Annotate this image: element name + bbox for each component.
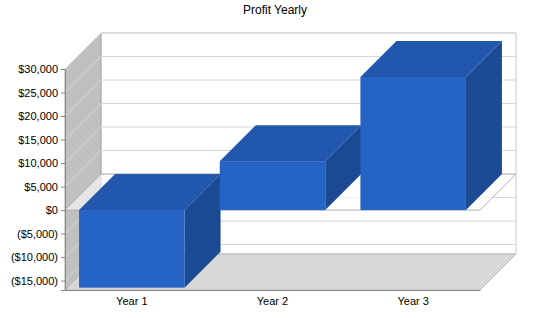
tick: Year 1	[116, 290, 147, 307]
tick-mark	[61, 257, 65, 258]
bar	[220, 161, 326, 210]
tick-label: Year 2	[257, 295, 288, 307]
tick: ($10,000)	[11, 251, 65, 263]
tick-mark	[61, 281, 65, 282]
tick: $15,000	[18, 134, 65, 146]
tick-label: $15,000	[18, 134, 58, 146]
axis-line	[61, 70, 66, 291]
tick-label: Year 3	[397, 295, 428, 307]
tick: $10,000	[18, 157, 65, 169]
tick-label: Year 1	[116, 295, 147, 307]
bars	[79, 41, 502, 288]
walls	[65, 33, 516, 290]
tick: ($15,000)	[11, 275, 65, 287]
tick-mark	[61, 210, 65, 211]
tick: Year 2	[257, 290, 288, 307]
tick: $25,000	[18, 87, 65, 99]
tick: $20,000	[18, 110, 65, 122]
tick: Year 3	[397, 290, 428, 307]
tick-label: ($5,000)	[17, 228, 58, 240]
tick-mark	[61, 116, 65, 117]
tick-label: $0	[46, 204, 58, 216]
bar-group	[360, 41, 502, 210]
tick-label: $10,000	[18, 157, 58, 169]
tick: $30,000	[18, 63, 65, 75]
tick-label: ($10,000)	[11, 251, 58, 263]
tick: $5,000	[24, 181, 65, 193]
bar	[79, 210, 185, 288]
bar-top	[220, 125, 362, 161]
tick-mark	[61, 69, 65, 70]
tick-label: ($15,000)	[11, 275, 58, 287]
x-axis: Year 1 Year 2 Year 3	[66, 290, 481, 307]
title: Profit Yearly	[243, 3, 307, 17]
tick-mark	[61, 163, 65, 164]
bar	[360, 77, 466, 210]
tick: $0	[46, 204, 65, 216]
bar-group	[220, 125, 362, 210]
tick-mark	[61, 234, 65, 235]
tick-label: $20,000	[18, 110, 58, 122]
tick-label: $25,000	[18, 87, 58, 99]
bar-top	[79, 174, 221, 210]
y-axis: ($15,000) ($10,000) ($5,000) $0 $5,000 $10,00…	[11, 63, 66, 290]
tick-label: $5,000	[24, 181, 58, 193]
tick-mark	[61, 140, 65, 141]
bar-top	[360, 41, 502, 77]
tick-mark	[61, 187, 65, 188]
axis-line	[66, 290, 481, 291]
tick-label: $30,000	[18, 63, 58, 75]
tick: ($5,000)	[17, 228, 65, 240]
chart: Profit Yearly ($15,000) ($10,000) ($5,000) $…	[0, 0, 550, 318]
bar-group	[79, 174, 221, 288]
tick-mark	[61, 93, 65, 94]
